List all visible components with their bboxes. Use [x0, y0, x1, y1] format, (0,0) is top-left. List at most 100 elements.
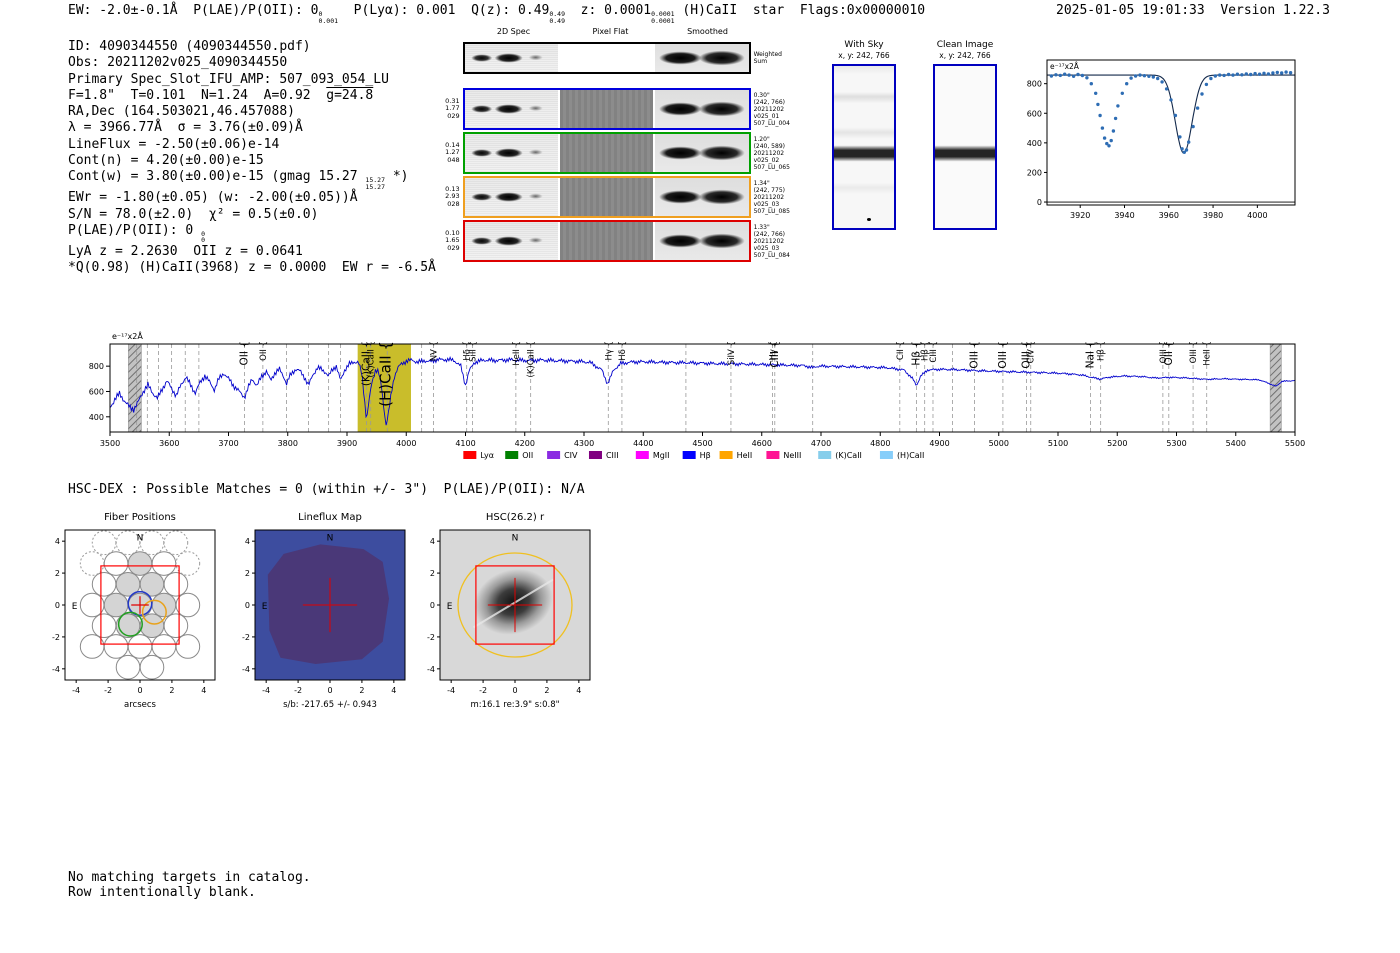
fiber-circle — [163, 613, 189, 639]
cutout-row: 0.14 1.27 048 1.20" (240, 589) 20211202 v025_0… — [427, 132, 807, 174]
text-segment: Cont(w) = 3.80(±0.00)e-15 (gmag 15.27 — [68, 169, 366, 185]
clean-image-panel: Clean Image x, y: 242, 766 — [923, 40, 1007, 230]
with-sky-coords: x, y: 242, 766 — [838, 51, 890, 60]
legend-label: (H)CaII — [897, 451, 924, 460]
data-point — [1151, 75, 1155, 79]
line-marker-label: OII { — [1163, 341, 1175, 365]
data-point — [1178, 135, 1182, 139]
x-tick-label: -4 — [262, 686, 270, 695]
x-tick-label: 5400 — [1226, 439, 1246, 448]
y-tick-label: 2 — [245, 569, 250, 578]
data-point — [1275, 70, 1279, 75]
line-marker-label: OII { — [238, 341, 250, 365]
info-line: ID: 4090344550 (4090344550.pdf) — [68, 39, 436, 55]
text-segment: RA,Dec (164.503021,46.457088) — [68, 104, 295, 120]
data-point — [1054, 73, 1058, 77]
compass-east-label: E — [262, 602, 268, 612]
panel-title: Lineflux Map — [298, 512, 362, 523]
x-tick-label: 4000 — [1247, 211, 1267, 220]
x-tick-label: 4900 — [929, 439, 949, 448]
y-tick-label: 600 — [1027, 109, 1042, 118]
text-segment: ID: 4090344550 (4090344550.pdf) — [68, 39, 311, 54]
cutout-smoothed-image — [655, 222, 749, 260]
y-tick-label: 4 — [55, 537, 60, 546]
data-point — [1098, 113, 1102, 118]
line-marker-label: HeII { — [1203, 341, 1213, 366]
stacked-value: 0.0001 0.0001 — [651, 10, 675, 25]
cutout-box — [475, 565, 555, 645]
text-segment: z: 0.0001 — [565, 3, 652, 18]
legend-swatch — [463, 451, 477, 459]
y-tick-label: 4 — [245, 537, 250, 546]
legend-swatch — [818, 451, 832, 459]
legend-label: Hβ — [700, 451, 711, 460]
x-tick-label: 5000 — [989, 439, 1009, 448]
cutout-flat-image — [559, 90, 654, 128]
data-point — [1109, 138, 1113, 143]
cutout-row: Weighted Sum — [427, 42, 807, 74]
x-tick-label: 0 — [512, 686, 517, 695]
data-point — [1222, 73, 1226, 78]
y-tick-label: 2 — [55, 569, 60, 578]
cutout-left-labels: 0.10 1.65 029 — [445, 228, 460, 252]
masked-band — [1269, 343, 1282, 433]
data-point — [1111, 129, 1116, 133]
info-line: EWr = -1.80(±0.05) (w: -2.00(±0.05))Å — [68, 190, 436, 206]
x-tick-label: 3920 — [1070, 211, 1090, 220]
cutout-rows: Weighted Sum 0.31 1.77 029 0.30" (242, 766) 202… — [427, 42, 807, 262]
data-point — [1173, 113, 1178, 118]
data-point — [1235, 72, 1240, 76]
text-segment: λ = 3966.77Å σ = 3.76(±0.09)Å — [68, 120, 303, 136]
fiber-circle-dashed — [175, 551, 201, 576]
footer-note-1: No matching targets in catalog. — [68, 870, 311, 885]
cutout-smoothed-image — [655, 90, 749, 128]
stacked-value: 0 0.001 — [318, 10, 339, 25]
text-segment: (H)CaII star Flags:0x00000010 — [674, 3, 926, 18]
x-tick-label: 4500 — [692, 439, 712, 448]
cutout-spec2d-image — [464, 44, 558, 72]
data-point — [1180, 147, 1184, 151]
y-tick-label: -2 — [242, 633, 250, 642]
x-tick-label: 4200 — [515, 439, 535, 448]
cutout-image-strip — [462, 220, 751, 262]
legend-label: HeII — [737, 451, 753, 460]
x-tick-label: 2 — [544, 686, 549, 695]
cutout-image-strip — [462, 132, 751, 174]
data-point — [1105, 141, 1109, 146]
unit-label: e⁻¹⁷x2Å — [1050, 62, 1080, 71]
data-point — [1182, 150, 1186, 154]
data-point — [1195, 106, 1200, 110]
data-point — [1240, 73, 1244, 77]
text-segment: EW: -2.0±-0.1Å P(LAE)/P(OII): 0 — [68, 3, 319, 18]
galaxy-image — [474, 568, 553, 635]
data-point — [1120, 91, 1124, 95]
text-segment: Cont(n) = 4.20(±0.00)e-15 — [68, 153, 264, 169]
cutout-left-labels: 0.13 2.93 028 — [445, 184, 460, 208]
line-marker-label: OIII { — [1159, 341, 1169, 363]
text-segment: EWr = -1.80(±0.05) (w: -2.00(±0.05))Å — [68, 190, 358, 206]
stacked-value: 15.27 15.27 — [365, 176, 385, 191]
y-tick-label: -2 — [427, 633, 435, 642]
y-tick-label: 2 — [430, 569, 435, 578]
info-line: Obs: 20211202v025_4090344550 — [68, 55, 436, 71]
data-point — [1107, 144, 1111, 148]
spectrum-line — [109, 355, 1296, 426]
y-tick-label: -2 — [52, 633, 60, 642]
detection-info-block: ID: 4090344550 (4090344550.pdf) Obs: 2021… — [68, 39, 436, 277]
data-point — [1096, 102, 1100, 107]
marker-dot — [867, 218, 871, 222]
full-spectrum-chart: 3500 3600 3700 3800 3900 4000 4100 4200 4300 4400… — [89, 330, 1305, 460]
line-marker-label: (K)CaII { — [527, 341, 537, 377]
info-line: *Q(0.98) (H)CaII(3968) z = 0.0000 EW r =… — [68, 260, 436, 276]
legend-label: NeIII — [783, 451, 801, 460]
cutout-box — [100, 565, 180, 645]
legend-label: Lyα — [480, 451, 494, 460]
line-marker-label: CIII { — [929, 341, 939, 363]
cutout-image-strip — [462, 42, 751, 74]
line-marker-label: Hγ { — [768, 341, 778, 361]
text-segment: LineFlux = -2.50(±0.06)e-14 — [68, 136, 280, 152]
x-tick-label: -2 — [104, 686, 112, 695]
compass-north-label: N — [327, 533, 334, 543]
line-marker-label: OIII { — [997, 341, 1009, 369]
